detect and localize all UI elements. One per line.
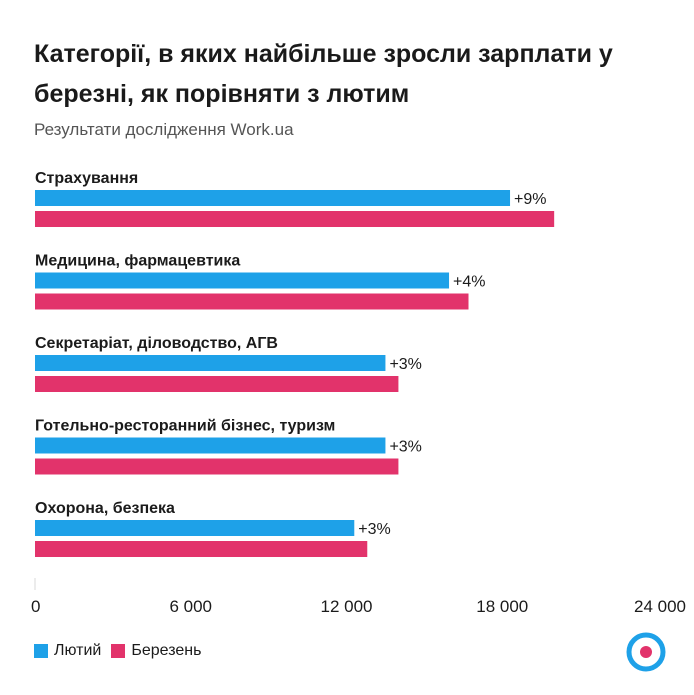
change-label: +3%	[389, 439, 421, 456]
x-tick-label: 6 000	[169, 597, 212, 616]
change-label: +3%	[389, 356, 421, 373]
bar-march	[35, 293, 469, 310]
bar-march	[35, 541, 368, 557]
category-label: Готельно-ресторанний бізнес, туризм	[35, 418, 335, 435]
category-label: Страхування	[35, 170, 138, 187]
x-tick-label: 12 000	[321, 597, 373, 616]
bar-march	[35, 376, 399, 392]
legend-item-february: Лютий	[34, 642, 101, 660]
chart-subtitle: Результати дослідження Work.ua	[34, 120, 294, 139]
work-ua-logo-icon	[626, 632, 666, 672]
bar-february	[35, 437, 386, 454]
legend-label-march: Березень	[131, 642, 202, 659]
category-label: Медицина, фармацевтика	[35, 253, 240, 270]
legend: Лютий Березень	[34, 642, 211, 660]
bar-chart: Страхування +9% Медицина, фармацевтика +4% С…	[31, 170, 686, 616]
bar-march	[35, 211, 555, 227]
change-label: +9%	[514, 191, 546, 208]
category-label: Охорона, безпека	[35, 500, 175, 517]
chart-title: Категорії, в яких найбільше зросли зарпл…	[34, 40, 613, 108]
bar-march	[35, 458, 399, 475]
change-label: +3%	[358, 521, 390, 538]
x-tick-label: 0	[31, 597, 40, 616]
x-tick-label: 18 000	[476, 597, 528, 616]
legend-swatch-february	[34, 644, 48, 658]
x-tick-label: 24 000	[634, 597, 686, 616]
bar-february	[35, 190, 511, 206]
legend-label-february: Лютий	[54, 642, 102, 659]
change-label: +4%	[453, 274, 485, 291]
legend-item-march: Березень	[111, 642, 201, 660]
bar-february	[35, 355, 386, 371]
category-label: Секретаріат, діловодство, АГВ	[35, 335, 278, 352]
legend-swatch-march	[111, 644, 126, 658]
bar-february	[35, 520, 355, 536]
bar-february	[35, 272, 450, 289]
